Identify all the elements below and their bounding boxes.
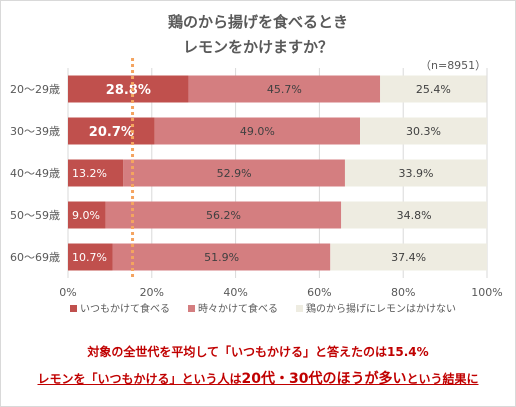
legend-label: 鶏のから揚げにレモンはかけない	[306, 302, 456, 315]
bar-segment	[341, 201, 487, 229]
legend-swatch	[188, 305, 195, 312]
bar-segment	[123, 159, 345, 187]
bar-segment	[330, 243, 487, 271]
data-label: 49.0%	[240, 125, 275, 138]
bar-segment	[68, 117, 155, 145]
legend-swatch	[296, 305, 303, 312]
bar-segment	[344, 159, 487, 187]
category-label: 20～29歳	[10, 83, 60, 96]
x-tick-label: 40%	[223, 286, 247, 299]
summary-note-2-highlight: 20代・30代のほうが多い	[241, 371, 407, 387]
data-label: 33.9%	[399, 167, 434, 180]
bar-segment	[68, 243, 113, 271]
stacked-bar-chart: 0% 20% 40% 60% 80% 100% 20～29歳 28.8% 45.7% 25.4% 3…	[10, 58, 503, 315]
legend-label: いつもかけて食べる	[80, 302, 170, 315]
data-label: 56.2%	[206, 209, 241, 222]
data-label: 20.7%	[89, 125, 134, 140]
summary-note-2-c: という結果に	[406, 372, 479, 386]
x-tick-label: 100%	[471, 286, 502, 299]
legend-swatch	[70, 305, 77, 312]
data-label: 37.4%	[391, 251, 426, 264]
bar-segment	[360, 117, 487, 145]
chart-title-line-2: レモンをかけますか？	[182, 38, 333, 56]
data-label: 10.7%	[72, 251, 107, 264]
category-label: 30～39歳	[10, 125, 60, 138]
bar-segment	[154, 117, 361, 145]
data-label: 45.7%	[267, 83, 302, 96]
data-label: 30.3%	[406, 125, 441, 138]
x-tick-label: 60%	[307, 286, 331, 299]
x-tick-label: 20%	[140, 286, 164, 299]
sample-size-label: （n=8951）	[420, 59, 487, 72]
x-tick-label: 0%	[59, 286, 76, 299]
chart-title-line-1: 鶏のから揚げを食べるとき	[167, 13, 348, 31]
x-tick-label: 80%	[391, 286, 415, 299]
data-label: 51.9%	[204, 251, 239, 264]
bar-segment	[112, 243, 331, 271]
data-label: 34.8%	[397, 209, 432, 222]
category-label: 50～59歳	[10, 209, 60, 222]
data-label: 25.4%	[416, 83, 451, 96]
bar-segment	[380, 75, 487, 103]
data-label: 9.0%	[72, 209, 100, 222]
bar-segment	[68, 159, 124, 187]
data-label: 28.8%	[106, 83, 151, 98]
bar-segment	[105, 201, 342, 229]
summary-note-2: レモンを「いつもかける」という人は20代・30代のほうが多いという結果に	[0, 368, 516, 388]
bar-segment	[68, 201, 106, 229]
legend-label: 時々かけて食べる	[198, 302, 278, 315]
data-label: 13.2%	[72, 167, 107, 180]
summary-note-1: 対象の全世代を平均して「いつもかける」と答えたのは15.4%	[87, 345, 429, 359]
bar-segment	[68, 75, 189, 103]
summary-note-2-a: レモンを「いつもかける」という人は	[37, 372, 242, 386]
bar-segment	[188, 75, 381, 103]
category-label: 40～49歳	[10, 167, 60, 180]
category-label: 60～69歳	[10, 251, 60, 264]
data-label: 52.9%	[217, 167, 252, 180]
